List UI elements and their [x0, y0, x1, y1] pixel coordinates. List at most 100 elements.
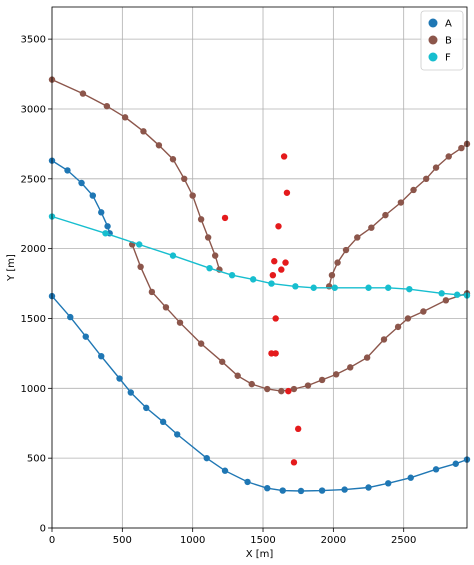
series-b-point [79, 90, 87, 97]
series-a-point [385, 480, 392, 487]
series-b-point [394, 323, 402, 331]
series-b-point [354, 234, 361, 241]
series-unlabeled-point [294, 425, 302, 433]
y-tick-label: 1500 [21, 314, 46, 325]
y-tick-label: 3000 [21, 104, 46, 115]
series-f-point [169, 252, 177, 259]
series-b-point [304, 382, 312, 389]
series-b-point [334, 259, 341, 266]
series-unlabeled-point [271, 258, 278, 265]
series-a-point [432, 466, 440, 473]
legend-label: B [445, 36, 452, 47]
series-b-point [181, 175, 188, 183]
series-b-point [420, 308, 427, 315]
series-b-point [248, 380, 255, 388]
series-b-point [169, 156, 177, 163]
series-a-point [341, 486, 348, 493]
legend-box [420, 10, 464, 71]
series-b-point [363, 354, 371, 361]
series-a-point [104, 223, 111, 230]
series-unlabeled-point [275, 223, 282, 230]
series-b-point [325, 283, 333, 290]
axis-ticks: 0 500 1000 1500 2000 2500 0 500 1000 1500 2000 2500… [21, 35, 417, 546]
series-a-point [452, 460, 459, 467]
series-b-point [148, 288, 156, 296]
series-unlabeled-point [269, 271, 277, 279]
series-unlabeled-point [285, 387, 292, 395]
series-unlabeled [221, 153, 302, 466]
series-unlabeled-point [278, 266, 285, 273]
x-tick-label: 2500 [391, 535, 416, 546]
series-b-point [278, 387, 285, 395]
legend-label: F [445, 53, 451, 64]
series-b-point [382, 211, 389, 219]
series-f-point [136, 241, 143, 248]
series-b-point [368, 224, 375, 231]
series-a-point [318, 487, 326, 494]
series-b-point [442, 297, 450, 304]
series-f-point [249, 276, 257, 283]
series-a-point [116, 375, 123, 382]
y-tick-label: 2500 [21, 174, 46, 185]
series-a-point [67, 313, 74, 321]
series-a-point [143, 404, 150, 412]
y-tick-label: 1000 [21, 384, 46, 395]
series-b-point [410, 186, 417, 194]
series-a-point [98, 352, 105, 360]
series-f-point [228, 271, 236, 279]
series-b-line [51, 78, 221, 270]
legend: ABF [420, 10, 464, 71]
series-b-point [197, 340, 205, 347]
x-tick-label: 0 [49, 535, 55, 546]
series-b-point [189, 192, 196, 199]
series-b-point [342, 246, 350, 254]
y-tick-label: 500 [27, 454, 46, 465]
series-unlabeled-point [282, 259, 289, 266]
series-b-point [204, 234, 212, 241]
series-b-line [328, 143, 468, 287]
x-tick-label: 1500 [250, 535, 275, 546]
series-unlabeled-point [290, 459, 298, 466]
series-f-point [453, 291, 461, 298]
y-tick-label: 0 [40, 524, 46, 535]
series-b-point [328, 271, 336, 279]
series-b-point [103, 102, 111, 110]
series-b-line [131, 244, 468, 392]
series-unlabeled-point [272, 315, 279, 322]
series-b-point [121, 114, 129, 121]
plot-frame [51, 6, 468, 529]
series-a-line [51, 160, 111, 234]
series-a-point [297, 487, 305, 495]
series-a-point [407, 474, 414, 481]
series-a-point [221, 467, 229, 474]
series-a [48, 157, 471, 495]
series-f-point [268, 280, 275, 287]
series-f-point [406, 285, 413, 293]
series-a-point [64, 167, 71, 174]
x-tick-label: 500 [113, 535, 132, 546]
series-b-point [318, 376, 326, 384]
grid [51, 7, 467, 529]
series-b-point [432, 164, 440, 171]
series-b-point [197, 216, 205, 223]
x-tick-label: 2000 [321, 535, 346, 546]
series-a-point [127, 389, 134, 396]
series-b-point [155, 142, 163, 149]
legend-label: A [445, 19, 452, 30]
series-f-line [51, 215, 468, 297]
series-b-point [423, 175, 430, 183]
series-a-point [365, 484, 372, 491]
series-f-point [365, 284, 372, 291]
series-a-point [279, 487, 286, 494]
series-b-point [264, 385, 271, 393]
series-a-point [244, 478, 251, 486]
series-a-point [82, 333, 89, 340]
series-b-point [380, 336, 388, 343]
x-tick-label: 1000 [180, 535, 205, 546]
plot-series [48, 76, 471, 495]
series-a-point [98, 209, 105, 216]
legend-marker [428, 35, 438, 45]
series-a-point [89, 192, 96, 199]
series-unlabeled-point [272, 350, 279, 357]
series-f-point [438, 290, 445, 297]
